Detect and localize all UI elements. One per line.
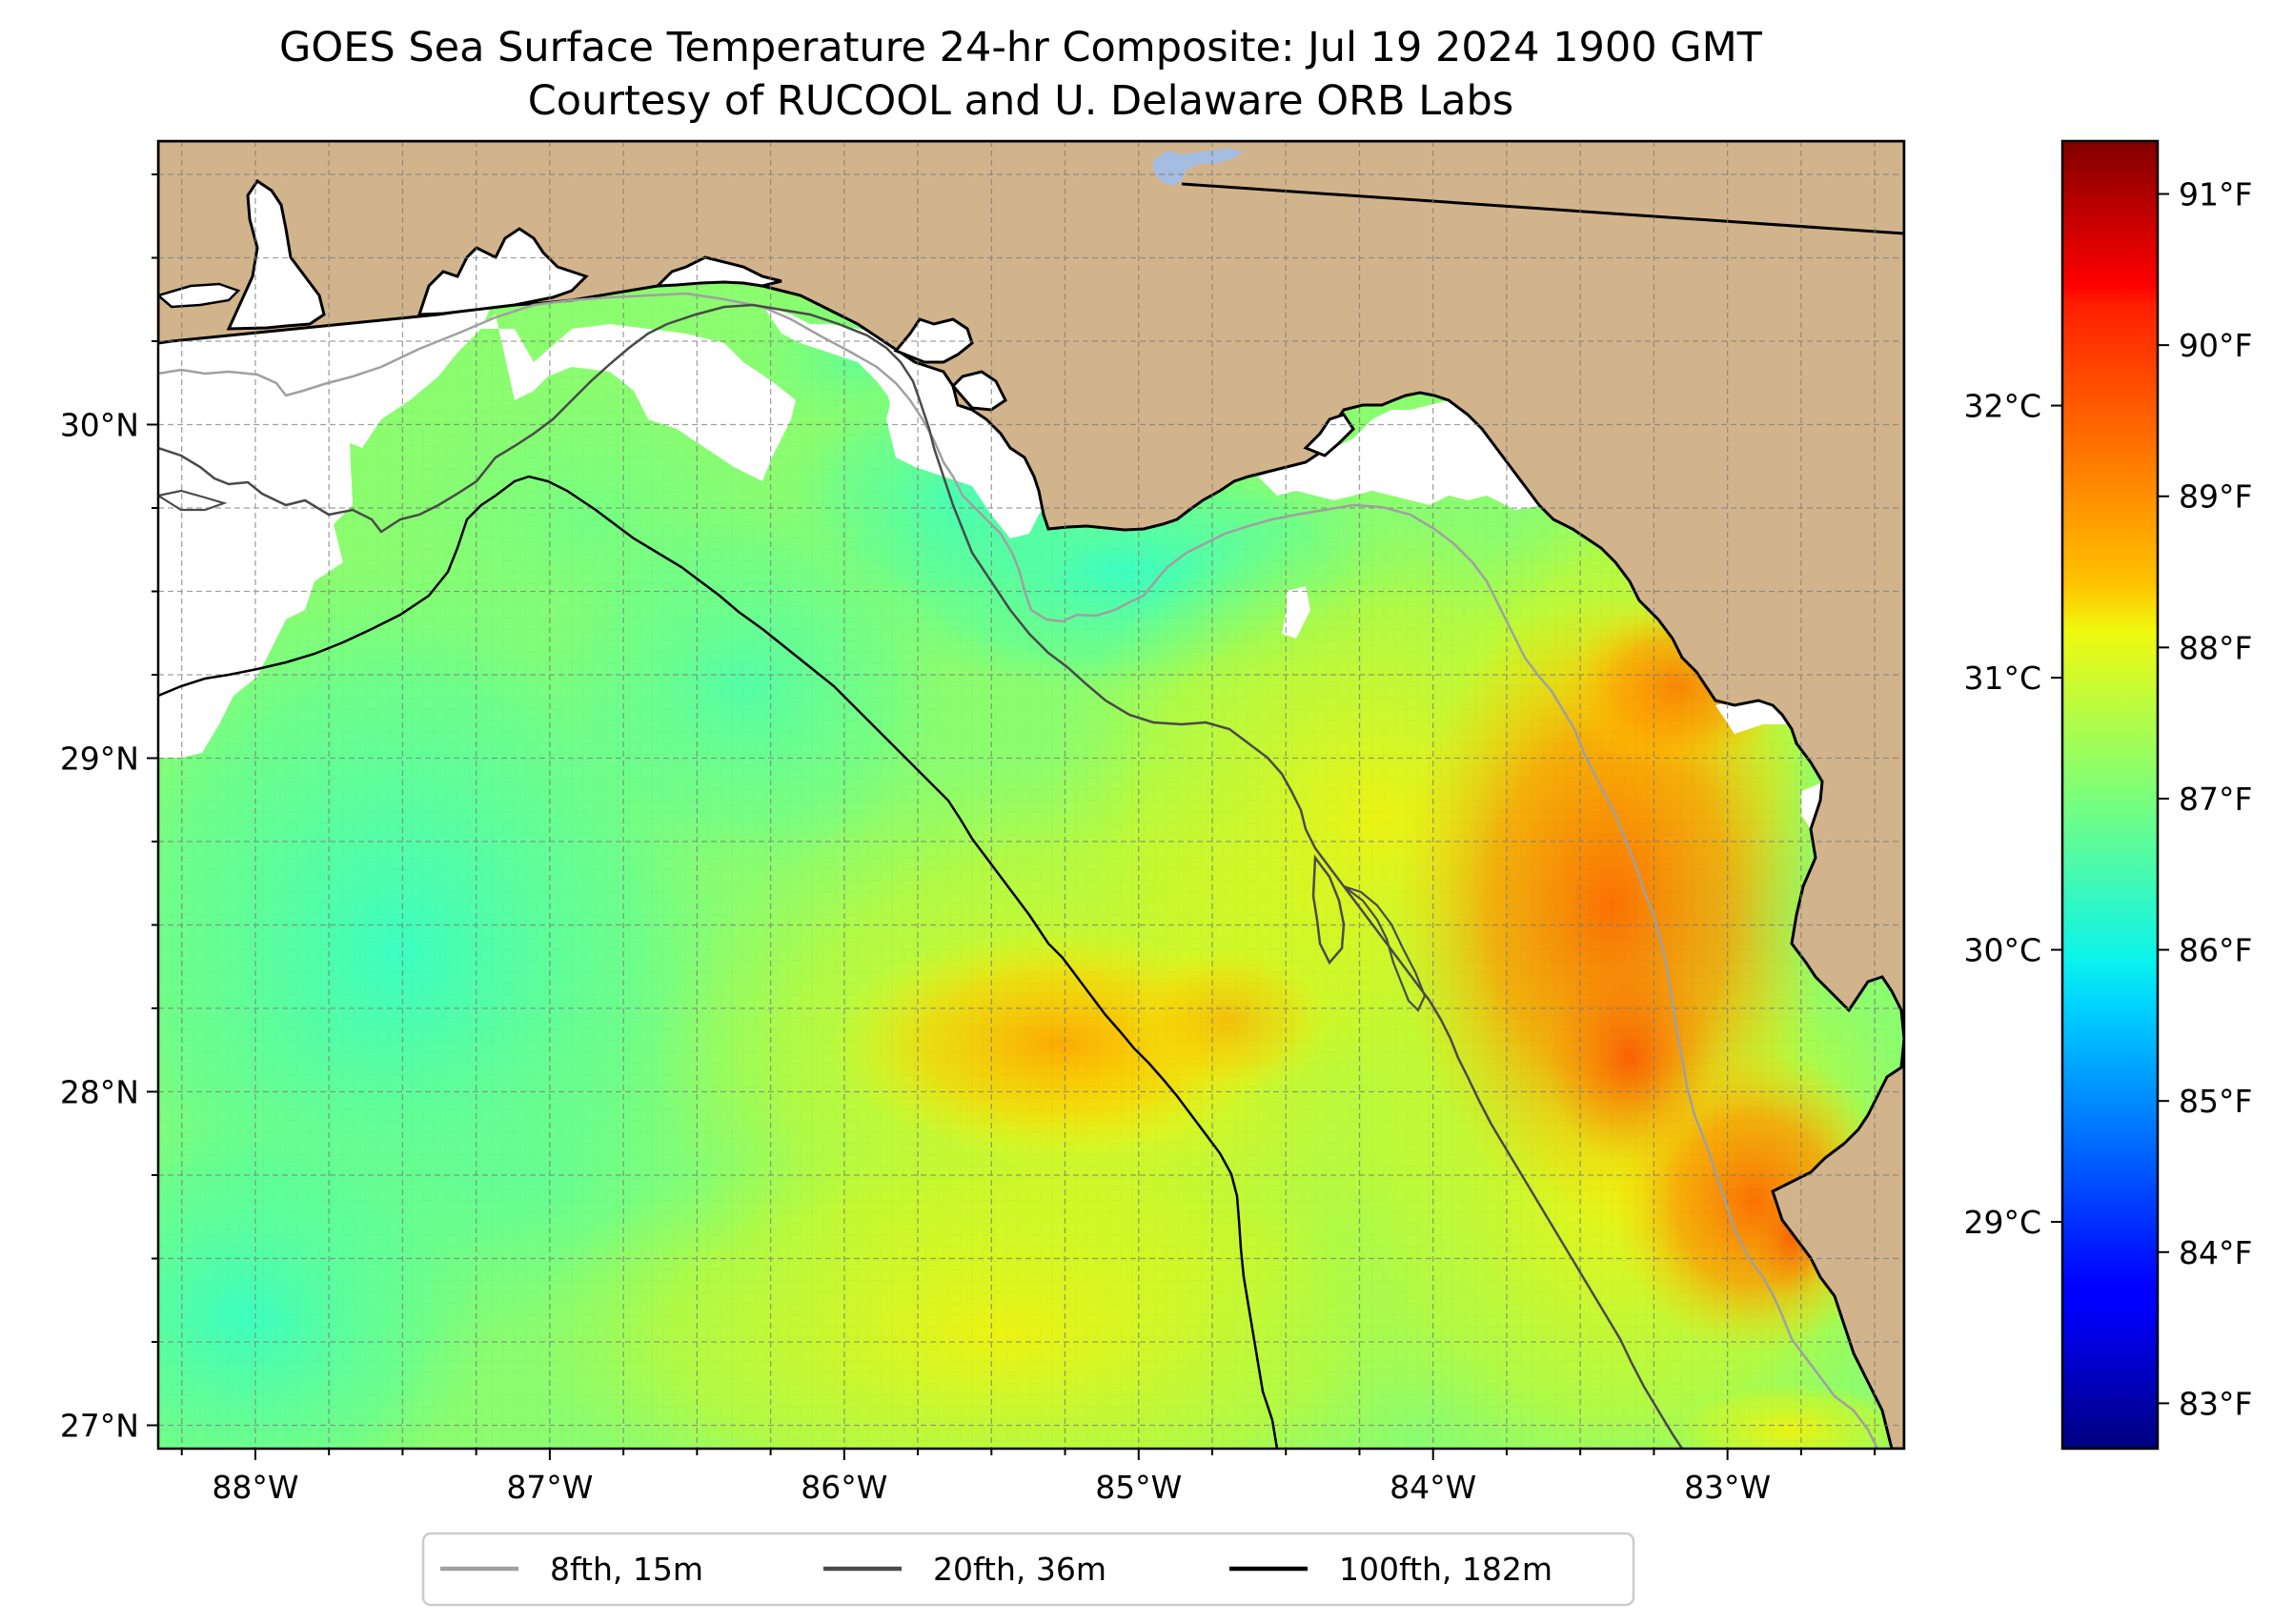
contour-legend: 8fth, 15m 20fth, 36m 100fth, 182m <box>421 1532 1635 1607</box>
lon-tick-label: 83°W <box>1684 1469 1771 1506</box>
contour-100fth <box>158 475 1279 1449</box>
legend-label-100fth: 100fth, 182m <box>1339 1551 1552 1588</box>
lat-tick-label: 30°N <box>60 407 139 444</box>
map-frame <box>156 139 1906 1451</box>
contour-8fth <box>158 292 1879 1449</box>
legend-label-20fth: 20fth, 36m <box>933 1551 1106 1588</box>
colorbar-f-label: 86°F <box>2179 932 2252 969</box>
colorbar-f-label: 87°F <box>2179 781 2252 818</box>
legend-label-8fth: 8fth, 15m <box>550 1551 703 1588</box>
colorbar-c-label: 31°C <box>1963 660 2041 697</box>
colorbar-c-label: 30°C <box>1963 932 2041 969</box>
lat-tick-label: 29°N <box>60 741 139 778</box>
state-boundary-line <box>1181 182 1904 235</box>
colorbar-f-label: 90°F <box>2179 327 2252 364</box>
map-gridlines <box>158 141 1904 1449</box>
colorbar-f-label: 83°F <box>2179 1385 2252 1422</box>
lat-tick-label: 27°N <box>60 1408 139 1445</box>
colorbar-axes: 83°F 84°F 85°F 86°F 87°F 88°F 89°F 90°F 91°F 29°C… <box>1963 176 2252 1423</box>
land-northern-gulf-coast <box>158 141 1904 1449</box>
colorbar-f-label: 89°F <box>2179 478 2252 516</box>
lon-tick-label: 84°W <box>1390 1469 1476 1506</box>
lat-tick-label: 28°N <box>60 1074 139 1111</box>
map-panel <box>158 141 1904 1449</box>
no-data-region <box>158 286 496 758</box>
map-title-line2: Courtesy of RUCOOL and U. Delaware ORB L… <box>528 77 1513 125</box>
colorbar-c-label: 29°C <box>1963 1204 2041 1241</box>
colorbar-f-label: 91°F <box>2179 176 2252 213</box>
legend-box <box>421 1532 1635 1607</box>
colorbar-c-label: 32°C <box>1963 388 2041 425</box>
lon-tick-label: 88°W <box>212 1469 298 1506</box>
colorbar-f-label: 85°F <box>2179 1083 2252 1120</box>
lon-tick-label: 86°W <box>801 1469 887 1506</box>
lon-tick-label: 87°W <box>506 1469 593 1506</box>
contour-20fth <box>158 303 1684 1449</box>
map-axes: 88°W 87°W 86°W 85°W 84°W 83°W 30°N 29°N 28°N 27°N <box>60 173 1877 1506</box>
colorbar-f-label: 88°F <box>2179 629 2252 666</box>
lon-tick-label: 85°W <box>1095 1469 1182 1506</box>
colorbar <box>2060 139 2160 1451</box>
map-title-line1: GOES Sea Surface Temperature 24-hr Compo… <box>279 24 1763 71</box>
lake-seminole <box>1153 148 1244 186</box>
colorbar-f-label: 84°F <box>2179 1234 2252 1271</box>
